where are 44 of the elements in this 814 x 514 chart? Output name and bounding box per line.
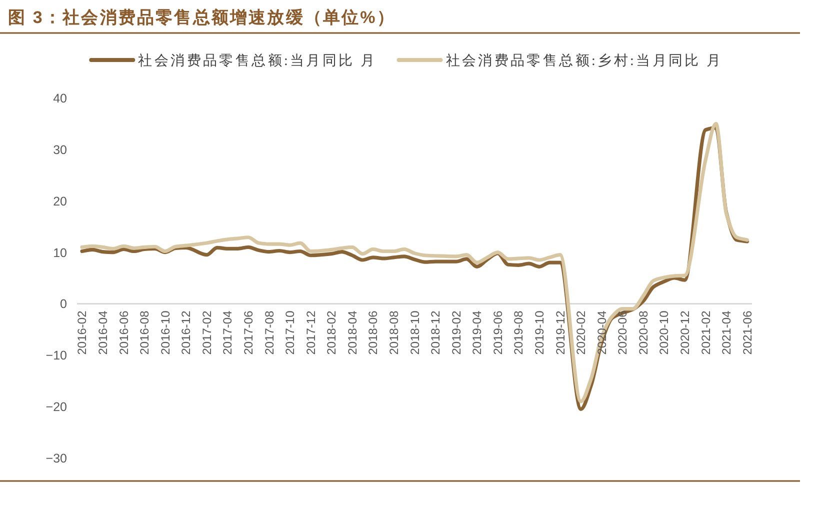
xtick-label: 2016-02 — [75, 310, 90, 355]
xtick-label: 2018-12 — [428, 310, 443, 355]
xtick-label: 2018-10 — [408, 310, 422, 355]
ytick-label: −20 — [46, 400, 67, 414]
ytick-label: −30 — [46, 452, 67, 466]
xtick-label: 2016-04 — [96, 310, 110, 355]
xtick-label: 2017-04 — [220, 310, 235, 355]
xtick-label: 2018-06 — [366, 310, 380, 355]
xtick-label: 2020-04 — [594, 310, 609, 355]
xtick-label: 2019-06 — [490, 310, 505, 355]
legend-label: 社会消费品零售总额:乡村:当月同比 月 — [446, 54, 723, 69]
xtick-label: 2017-08 — [262, 310, 276, 355]
ytick-label: −10 — [46, 348, 67, 363]
ytick-label: 20 — [53, 194, 67, 208]
title: 图 3：社会消费品零售总额增速放缓（单位%） — [8, 8, 396, 27]
xtick-label: 2016-08 — [138, 310, 152, 355]
xtick-label: 2016-06 — [116, 310, 131, 355]
xtick-label: 2019-02 — [449, 310, 464, 355]
xtick-label: 2020-12 — [678, 310, 692, 355]
xtick-label: 2019-12 — [553, 310, 568, 355]
xtick-label: 2021-02 — [698, 310, 713, 355]
xtick-label: 2016-12 — [179, 310, 194, 355]
xtick-label: 2019-10 — [532, 310, 546, 355]
ytick-label: 10 — [53, 246, 67, 260]
xtick-label: 2020-08 — [636, 310, 650, 355]
ytick-label: 40 — [53, 92, 67, 106]
xtick-label: 2017-10 — [283, 310, 298, 355]
ytick-label: 0 — [60, 297, 67, 312]
xtick-label: 2019-08 — [512, 310, 526, 355]
xtick-label: 2017-06 — [242, 310, 256, 355]
xtick-label: 2017-12 — [304, 310, 318, 355]
xtick-label: 2016-10 — [158, 310, 172, 355]
xtick-label: 2020-02 — [574, 310, 588, 355]
xtick-label: 2021-04 — [720, 310, 734, 355]
xtick-label: 2021-06 — [740, 310, 754, 355]
ytick-label: 30 — [53, 142, 67, 157]
xtick-label: 2018-02 — [324, 310, 339, 355]
xtick-label: 2020-10 — [657, 310, 672, 355]
xtick-label: 2019-04 — [470, 310, 484, 355]
xtick-label: 2020-06 — [616, 310, 630, 355]
xtick-label: 2018-08 — [387, 310, 401, 355]
xtick-label: 2017-02 — [200, 310, 214, 355]
xtick-label: 2018-04 — [345, 310, 360, 355]
legend-label: 社会消费品零售总额:当月同比 月 — [138, 54, 377, 69]
